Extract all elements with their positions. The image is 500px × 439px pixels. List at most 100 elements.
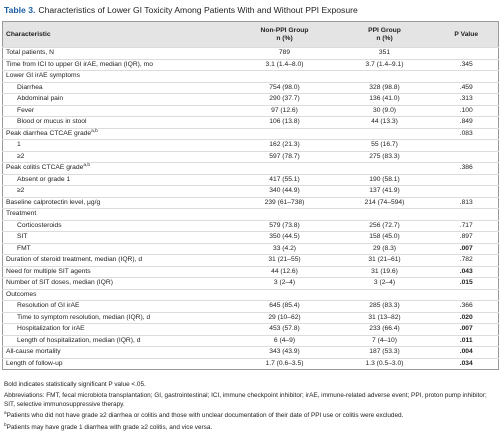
row-label: Outcomes: [6, 290, 37, 298]
value-cell: 158 (45.0): [334, 231, 435, 243]
row-label: Length of hospitalization, median (IQR),…: [17, 336, 141, 344]
table-row: Blood or mucus in stool 106 (13.8) 44 (13.…: [2, 116, 499, 128]
header-cell: PPI Group n (%): [334, 21, 435, 48]
value-cell: [234, 162, 335, 174]
value-cell: 7 (4–10): [334, 334, 435, 347]
table-row: FMT 33 (4.2) 29 (8.3) .007: [2, 242, 499, 255]
label-cell: SIT: [2, 231, 235, 243]
footnote: bPatients may have grade 1 diarrhea with…: [4, 421, 496, 433]
value-cell: 55 (16.7): [334, 139, 435, 151]
row-label: Number of SIT doses, median (IQR): [6, 279, 113, 287]
p-value-cell: [434, 288, 499, 301]
row-label: Peak diarrhea CTCAE grade: [6, 129, 92, 137]
value-cell: 31 (21–61): [334, 254, 435, 266]
value-cell: 645 (85.4): [234, 300, 335, 312]
table-row: 1 162 (21.3) 55 (16.7): [2, 139, 499, 151]
table-row: Resolution of GI irAE 645 (85.4) 285 (83.3…: [2, 300, 499, 312]
table-row: ≥2 340 (44.9) 137 (41.9): [2, 185, 499, 197]
value-cell: 350 (44.5): [234, 231, 335, 243]
value-cell: 328 (98.8): [334, 81, 435, 94]
label-cell: FMT: [2, 242, 235, 255]
table-row: Need for multiple SIT agents 44 (12.6) 31 …: [2, 265, 499, 278]
p-value-cell: .007: [434, 242, 499, 255]
value-cell: 1.3 (0.5–3.0): [334, 357, 435, 370]
p-value-cell: .386: [434, 162, 499, 174]
table: Characteristic Non-PPI Group n (%) PPI Gr…: [2, 21, 499, 370]
value-cell: 3.7 (1.4–9.1): [334, 58, 435, 71]
table-body: Total patients, N 789 351 Time from ICI to …: [2, 47, 499, 370]
table-label: Table 3.: [4, 5, 36, 15]
label-cell: Corticosteroids: [2, 219, 235, 232]
table-row: Hospitalization for irAE 453 (57.8) 233 (6…: [2, 323, 499, 335]
p-value-cell: [434, 173, 499, 186]
table-row: Time to symptom resolution, median (IQR)…: [2, 311, 499, 324]
row-label: 1: [17, 141, 21, 149]
value-cell: 190 (58.1): [334, 173, 435, 186]
table-row: Fever 97 (12.6) 30 (9.0) .100: [2, 104, 499, 117]
table-row: SIT 350 (44.5) 158 (45.0) .897: [2, 231, 499, 243]
footnote-marker: a,b: [83, 163, 90, 169]
value-cell: 29 (10–62): [234, 311, 335, 324]
table-row: Length of follow-up 1.7 (0.6–3.5) 1.3 (0.5…: [2, 357, 499, 370]
p-value-cell: [434, 70, 499, 82]
footnote-marker: a: [4, 410, 7, 416]
label-cell: Blood or mucus in stool: [2, 116, 235, 128]
table-row: Duration of steroid treatment, median (I…: [2, 254, 499, 266]
table-row: Corticosteroids 579 (73.8) 256 (72.7) .717: [2, 219, 499, 232]
label-cell: Hospitalization for irAE: [2, 323, 235, 335]
row-label: Duration of steroid treatment, median (I…: [6, 256, 143, 264]
label-cell: Fever: [2, 104, 235, 117]
table-row: Length of hospitalization, median (IQR),…: [2, 334, 499, 347]
value-cell: 340 (44.9): [234, 185, 335, 197]
row-label: Hospitalization for irAE: [17, 325, 85, 333]
table-row: Outcomes: [2, 288, 499, 301]
label-cell: Absent or grade 1: [2, 173, 235, 186]
label-cell: ≥2: [2, 185, 235, 197]
p-value-cell: .813: [434, 196, 499, 209]
table-row: Diarrhea 754 (98.0) 328 (98.8) .459: [2, 81, 499, 94]
value-cell: 97 (12.6): [234, 104, 335, 117]
value-cell: 106 (13.8): [234, 116, 335, 128]
value-cell: 3.1 (1.4–8.0): [234, 58, 335, 71]
label-cell: Time to symptom resolution, median (IQR)…: [2, 311, 235, 324]
value-cell: 214 (74–594): [334, 196, 435, 209]
row-label: Treatment: [6, 210, 37, 218]
p-value-cell: .313: [434, 93, 499, 105]
value-cell: 239 (61–738): [234, 196, 335, 209]
value-cell: 137 (41.9): [334, 185, 435, 197]
header-line: n (%): [276, 34, 293, 42]
notes: Bold indicates statistically significant…: [4, 381, 496, 432]
label-cell: Number of SIT doses, median (IQR): [2, 277, 235, 289]
row-label: ≥2: [17, 187, 25, 195]
row-label: Lower GI irAE symptoms: [6, 72, 80, 80]
label-cell: Abdominal pain: [2, 93, 235, 105]
row-label: SIT: [17, 233, 28, 241]
p-value-cell: .717: [434, 219, 499, 232]
label-cell: Peak colitis CTCAE gradea,b: [2, 162, 235, 174]
table-row: Number of SIT doses, median (IQR) 3 (2–4)…: [2, 277, 499, 289]
row-label: Time from ICI to upper GI irAE, median (…: [6, 60, 153, 68]
footnote-text: Patients who did not have grade ≥2 diarr…: [6, 412, 404, 420]
header-cell: P Value: [434, 21, 499, 48]
table-header: Characteristic Non-PPI Group n (%) PPI Gr…: [2, 21, 499, 48]
p-value-cell: .459: [434, 81, 499, 94]
label-cell: Resolution of GI irAE: [2, 300, 235, 312]
value-cell: 275 (83.3): [334, 150, 435, 163]
table-row: ≥2 597 (78.7) 275 (83.3): [2, 150, 499, 163]
value-cell: 3 (2–4): [334, 277, 435, 289]
p-value-cell: .100: [434, 104, 499, 117]
p-value-cell: .004: [434, 346, 499, 358]
value-cell: 31 (13–82): [334, 311, 435, 324]
row-label: All-cause mortality: [6, 348, 61, 356]
label-cell: Peak diarrhea CTCAE gradea,b: [2, 127, 235, 140]
row-label: Absent or grade 1: [17, 175, 71, 183]
label-cell: Outcomes: [2, 288, 235, 301]
p-value-cell: [434, 208, 499, 220]
table-row: Absent or grade 1 417 (55.1) 190 (58.1): [2, 173, 499, 186]
value-cell: 30 (9.0): [334, 104, 435, 117]
label-cell: Time from ICI to upper GI irAE, median (…: [2, 58, 235, 71]
p-value-cell: .366: [434, 300, 499, 312]
row-label: FMT: [17, 244, 31, 252]
value-cell: 417 (55.1): [234, 173, 335, 186]
value-cell: 754 (98.0): [234, 81, 335, 94]
